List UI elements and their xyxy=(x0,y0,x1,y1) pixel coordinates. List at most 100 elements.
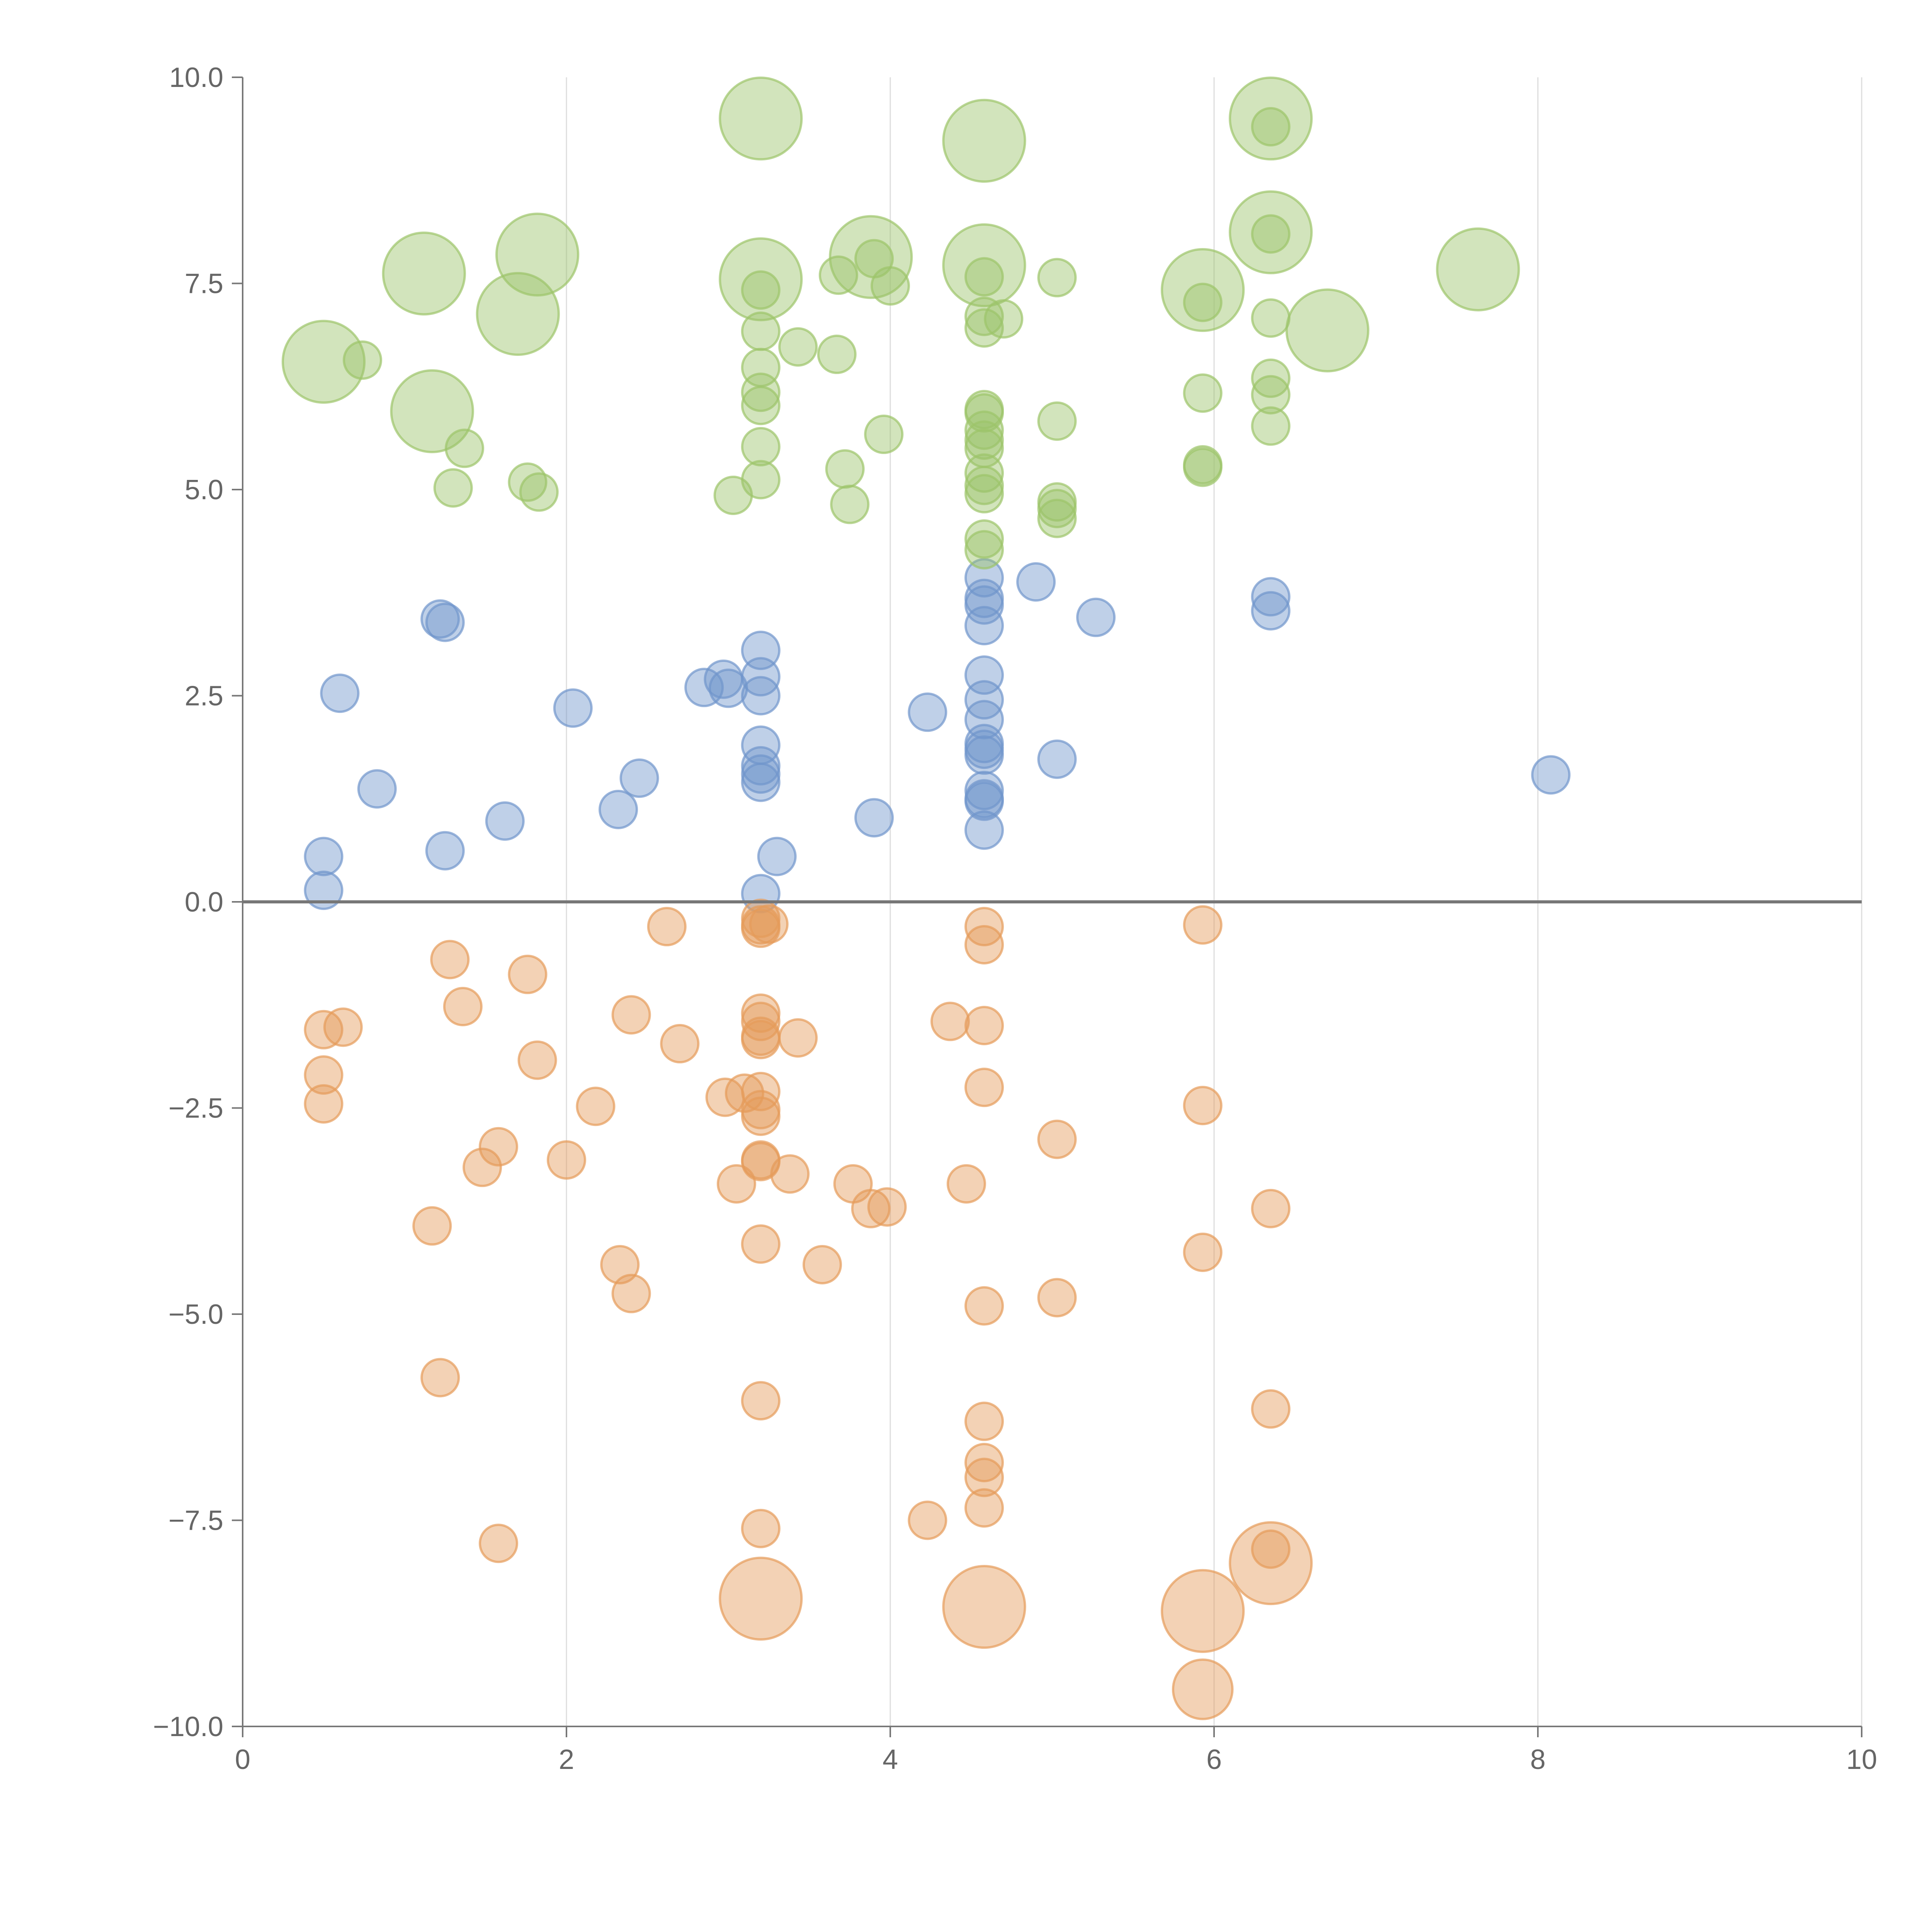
bubble-green xyxy=(1251,406,1291,446)
bubble-green xyxy=(1229,190,1313,274)
bubble-blue xyxy=(1251,591,1291,631)
bubble-orange xyxy=(964,1006,1004,1046)
bubble-green xyxy=(741,311,781,351)
bubble-blue xyxy=(908,692,947,732)
bubble-orange xyxy=(741,1224,781,1264)
bubble-green xyxy=(382,231,466,316)
bubble-green xyxy=(1251,375,1291,415)
bubble-layer xyxy=(281,77,1571,1720)
bubble-green xyxy=(1251,358,1291,398)
bubble-green xyxy=(519,472,559,512)
bubble-orange xyxy=(1172,1658,1234,1720)
bubble-green xyxy=(964,519,1004,559)
bubble-orange xyxy=(964,1401,1004,1441)
y-tick-label: −5.0 xyxy=(168,1299,223,1330)
bubble-blue xyxy=(964,606,1004,646)
bubble-orange xyxy=(463,1148,502,1187)
bubble-orange xyxy=(611,995,651,1035)
bubble-orange xyxy=(930,1002,970,1041)
bubble-green xyxy=(719,237,803,321)
bubble-green xyxy=(741,427,781,467)
bubble-green xyxy=(1285,288,1369,372)
bubble-green xyxy=(1251,214,1291,254)
x-tick-label: 2 xyxy=(559,1744,574,1775)
y-tick-label: 7.5 xyxy=(185,269,223,299)
bubble-blue xyxy=(964,585,1004,625)
bubble-orange xyxy=(304,1084,344,1124)
bubble-green xyxy=(1037,498,1077,538)
bubble-orange xyxy=(420,1358,460,1398)
bubble-orange xyxy=(741,1096,781,1136)
bubble-green xyxy=(864,415,904,454)
bubble-orange xyxy=(517,1040,557,1080)
bubble-blue xyxy=(964,558,1004,598)
bubble-orange xyxy=(741,1142,781,1182)
bubble-orange xyxy=(851,1189,891,1228)
bubble-green xyxy=(817,335,857,374)
bubble-orange xyxy=(964,1068,1004,1107)
bubble-green xyxy=(1161,248,1245,332)
bubble-green xyxy=(1251,298,1291,338)
bubble-orange xyxy=(964,1286,1004,1326)
bubble-green xyxy=(964,453,1004,493)
bubble-green xyxy=(1183,447,1223,487)
bubble-orange xyxy=(479,1127,519,1167)
y-tick-label: −7.5 xyxy=(168,1505,223,1536)
bubble-green xyxy=(818,255,858,295)
bubble-blue xyxy=(757,837,797,876)
bubble-orange xyxy=(964,1443,1004,1483)
bubble-green xyxy=(964,257,1004,297)
bubble-green xyxy=(1229,77,1313,161)
bubble-orange xyxy=(443,987,483,1027)
bubble-green xyxy=(825,449,865,489)
bubble-orange xyxy=(1183,1232,1223,1272)
bubble-orange xyxy=(1251,1529,1291,1569)
bubble-green xyxy=(1183,373,1223,413)
bubble-orange xyxy=(946,1164,986,1204)
bubble-orange xyxy=(770,1154,810,1194)
bubble-orange xyxy=(908,1500,947,1540)
bubble-green xyxy=(1251,107,1291,147)
bubble-green xyxy=(1037,401,1077,441)
bubble-orange xyxy=(964,1458,1004,1497)
bubble-blue xyxy=(964,700,1004,740)
bubble-blue xyxy=(304,837,344,876)
bubble-blue xyxy=(964,810,1004,850)
bubble-green xyxy=(964,420,1004,460)
bubble-green xyxy=(1436,227,1520,311)
bubble-orange xyxy=(749,904,789,944)
y-tick-label: 10.0 xyxy=(169,62,223,93)
bubble-blue xyxy=(1037,739,1077,779)
bubble-blue xyxy=(320,673,360,713)
bubble-orange xyxy=(1037,1278,1077,1318)
bubble-blue xyxy=(357,769,397,809)
y-tick-label: −10.0 xyxy=(153,1711,223,1742)
bubble-green xyxy=(495,213,580,297)
bubble-orange xyxy=(479,1524,519,1563)
bubble-blue xyxy=(964,680,1004,720)
bubble-orange xyxy=(430,940,470,980)
bubble-blue xyxy=(964,770,1004,810)
bubble-green xyxy=(871,266,910,306)
bubble-orange xyxy=(611,1274,651,1313)
bubble-orange xyxy=(323,1007,363,1047)
bubble-orange xyxy=(1183,1086,1223,1126)
bubble-green xyxy=(964,530,1004,570)
bubble-green xyxy=(281,320,366,404)
bubble-blue xyxy=(485,801,525,841)
bubble-blue xyxy=(425,831,465,871)
bubble-orange xyxy=(576,1087,616,1126)
bubble-green xyxy=(964,393,1004,433)
y-tick-label: 5.0 xyxy=(185,474,223,505)
bubble-green xyxy=(964,466,1004,505)
bubble-green xyxy=(741,386,781,425)
bubble-orange xyxy=(741,1381,781,1421)
bubble-blue xyxy=(964,735,1004,775)
bubble-blue xyxy=(553,688,593,728)
bubble-green xyxy=(1037,489,1077,529)
bubble-blue xyxy=(741,754,781,794)
x-tick-label: 10 xyxy=(1846,1744,1877,1775)
x-tick-label: 4 xyxy=(883,1744,898,1775)
bubble-green xyxy=(433,468,473,508)
bubble-orange xyxy=(741,1020,781,1060)
